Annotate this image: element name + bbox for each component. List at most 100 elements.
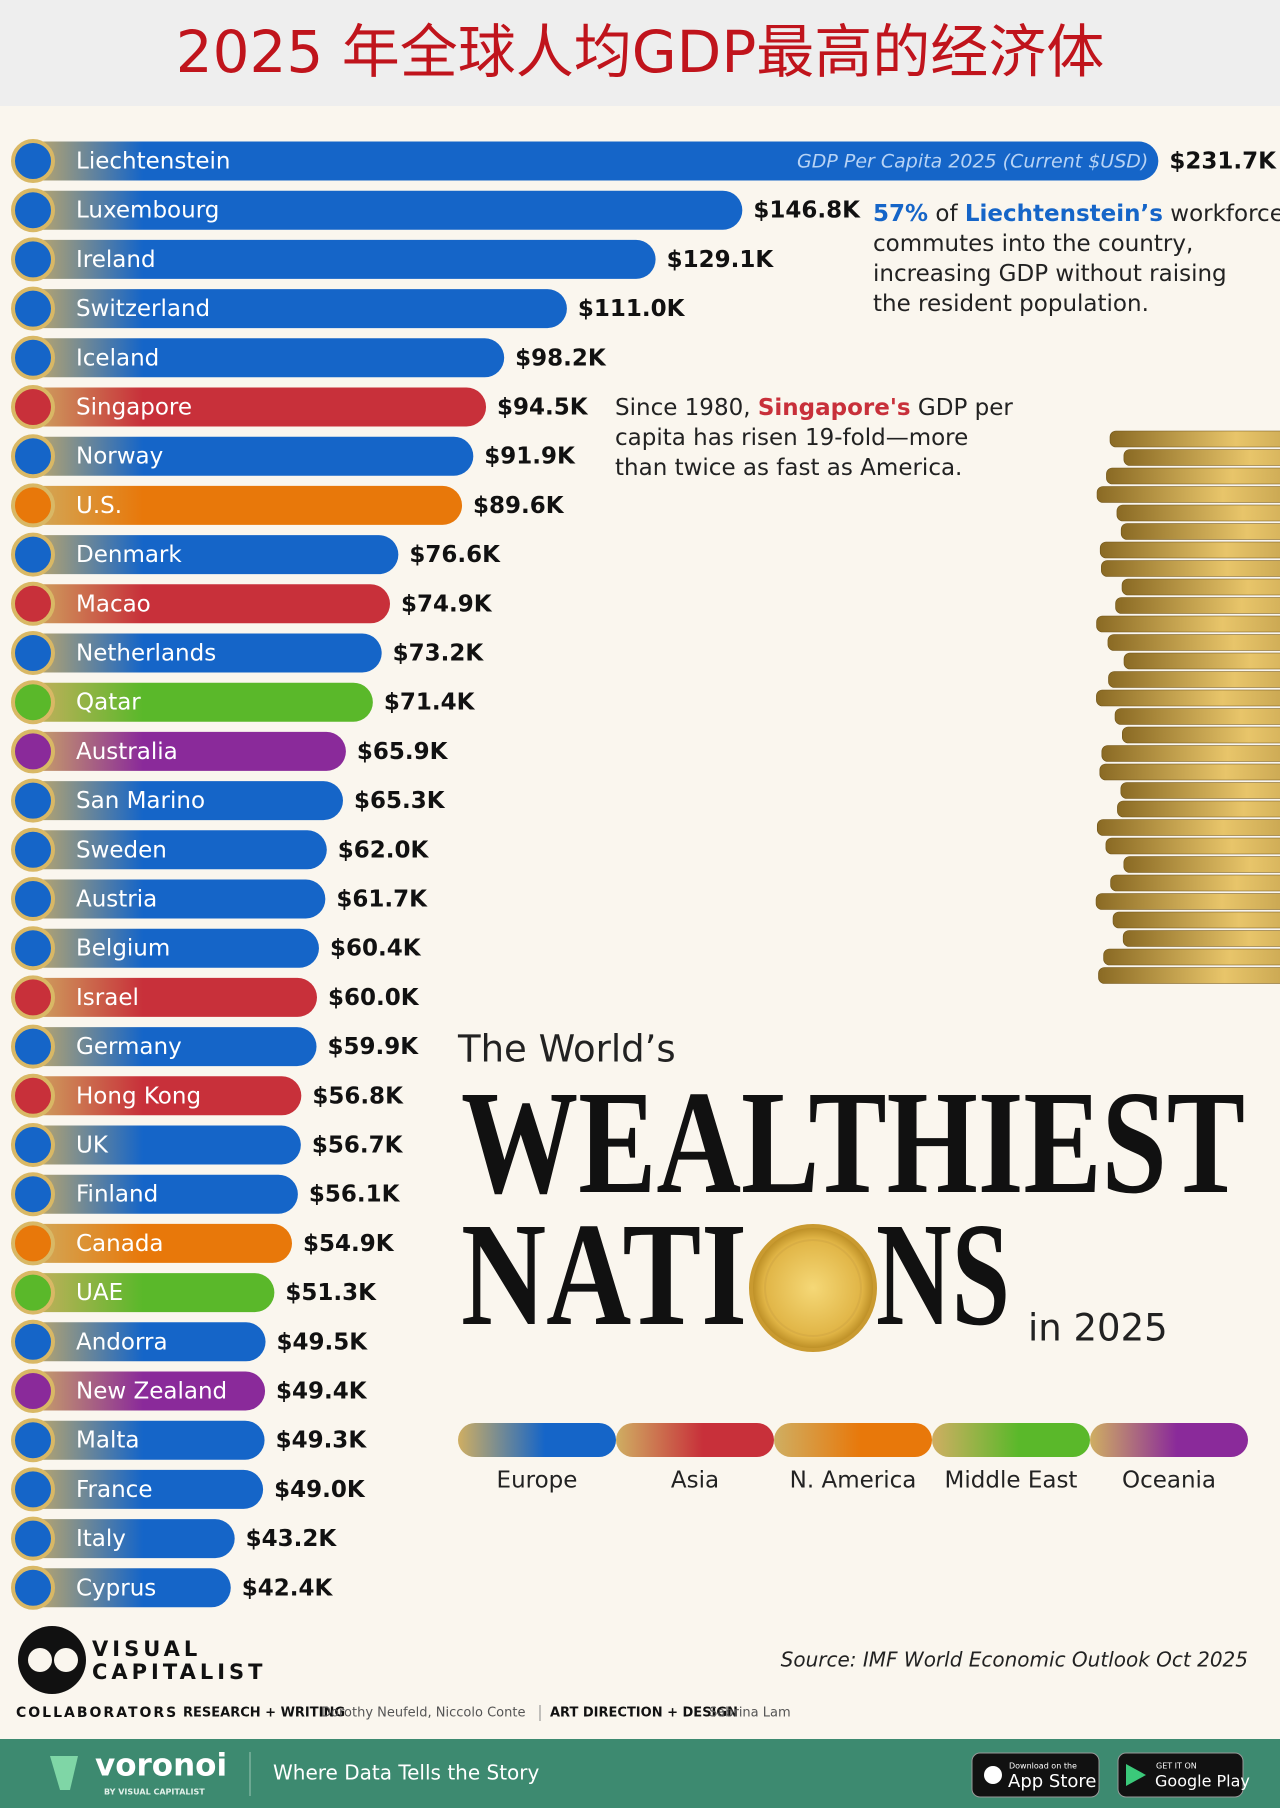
flag — [11, 729, 55, 774]
vc-logo-mark-hole — [54, 1648, 78, 1672]
coin — [1107, 634, 1280, 651]
flag — [11, 926, 55, 971]
flag — [11, 1369, 55, 1413]
coin — [1109, 430, 1280, 448]
category-label: Norway — [76, 444, 163, 470]
coin — [1096, 689, 1280, 707]
bar — [23, 1027, 317, 1067]
coin-stack — [1095, 430, 1280, 984]
category-label: Ireland — [76, 247, 156, 273]
coin — [1121, 578, 1280, 596]
annotation-segment: workforce — [1163, 201, 1280, 227]
research-label: RESEARCH + WRITING — [183, 1706, 345, 1721]
coin — [1116, 504, 1280, 522]
value-label: $51.3K — [285, 1280, 377, 1306]
category-label: UAE — [76, 1280, 123, 1306]
bar — [23, 633, 382, 673]
coin — [1096, 486, 1280, 503]
flag — [11, 975, 55, 1020]
annotation: than twice as fast as America. — [615, 455, 962, 481]
value-label: $89.6K — [473, 493, 565, 519]
flag — [11, 1172, 55, 1217]
coin — [1099, 763, 1280, 781]
value-label: $43.2K — [246, 1526, 338, 1552]
bar — [23, 977, 317, 1017]
legend-label: N. America — [790, 1468, 917, 1494]
bar — [23, 387, 487, 427]
bar — [23, 1469, 264, 1509]
flag — [11, 237, 55, 282]
flag — [11, 631, 55, 675]
flag — [11, 188, 55, 233]
category-label: Qatar — [76, 690, 141, 716]
coin-o-rim — [764, 1239, 862, 1337]
app-store-text: App Store — [1008, 1771, 1096, 1792]
headline-line2a: NATI — [461, 1193, 747, 1357]
legend-label: Europe — [497, 1468, 578, 1494]
bar — [23, 1076, 302, 1116]
google-play-button[interactable] — [1117, 1752, 1244, 1798]
flag — [11, 1270, 55, 1315]
value-label: $56.7K — [312, 1133, 404, 1159]
flag — [11, 1123, 55, 1167]
category-label: Iceland — [76, 345, 159, 371]
bar — [23, 1125, 301, 1165]
annotation-segment: the resident population. — [873, 291, 1149, 317]
header-title: 2025 年全球人均GDP最高的经济体 — [176, 18, 1105, 86]
google-play-small: GET IT ON — [1156, 1762, 1197, 1771]
bar — [23, 879, 326, 919]
bar — [23, 485, 463, 525]
app-store-small: Download on the — [1009, 1762, 1077, 1771]
flag — [11, 532, 55, 577]
flag — [11, 1221, 55, 1266]
category-label: Italy — [76, 1526, 126, 1552]
flag — [11, 1319, 55, 1364]
flag — [11, 1418, 55, 1463]
category-label: Andorra — [76, 1329, 168, 1355]
tagline: Where Data Tells the Story — [273, 1761, 540, 1785]
header-band — [0, 0, 1280, 106]
bar — [23, 436, 474, 476]
coin — [1098, 967, 1280, 984]
value-label: $231.7K — [1169, 149, 1277, 175]
bar — [23, 1420, 265, 1460]
legend-swatch — [932, 1423, 1090, 1457]
value-label: $91.9K — [484, 444, 576, 470]
research-names: Dorothy Neufeld, Niccolo Conte — [321, 1706, 525, 1721]
value-label: $65.3K — [354, 788, 446, 814]
coin — [1110, 874, 1280, 892]
vc-brand: VISUAL — [92, 1637, 201, 1661]
coin — [1106, 467, 1280, 485]
value-label: $62.0K — [338, 837, 430, 863]
bar-chart: Liechtenstein $231.7K GDP Per Capita 2025 … — [11, 139, 1280, 1610]
legend-label: Asia — [671, 1468, 719, 1494]
app-store-button[interactable] — [971, 1752, 1100, 1798]
coin — [1101, 745, 1280, 762]
category-label: U.S. — [76, 493, 122, 519]
coin — [1095, 893, 1280, 910]
headline-line1: WEALTHIEST — [461, 1061, 1245, 1225]
legend-label: Middle East — [945, 1468, 1078, 1494]
google-play-text: Google Play — [1155, 1772, 1250, 1791]
vc-brand: CAPITALIST — [92, 1660, 266, 1684]
legend-swatch — [458, 1423, 616, 1457]
coin — [1114, 708, 1280, 725]
value-label: $74.9K — [401, 591, 493, 617]
coin — [1105, 837, 1280, 855]
annotation-segment: increasing GDP without raising — [873, 261, 1227, 287]
coin — [1123, 652, 1280, 670]
flag — [11, 1024, 55, 1069]
coin — [1122, 930, 1280, 947]
category-label: New Zealand — [76, 1379, 227, 1405]
design-name: Sabrina Lam — [709, 1706, 791, 1721]
flag — [11, 335, 55, 380]
bar — [23, 1519, 235, 1559]
source: Source: IMF World Economic Outlook Oct 2… — [781, 1648, 1248, 1672]
collaborators-label: COLLABORATORS — [16, 1705, 178, 1721]
annotation-segment: Singapore's — [758, 395, 911, 421]
category-label: Germany — [76, 1034, 182, 1060]
value-label: $73.2K — [393, 641, 485, 667]
bar — [23, 781, 343, 821]
legend-swatch — [774, 1423, 932, 1457]
category-label: Belgium — [76, 936, 170, 962]
